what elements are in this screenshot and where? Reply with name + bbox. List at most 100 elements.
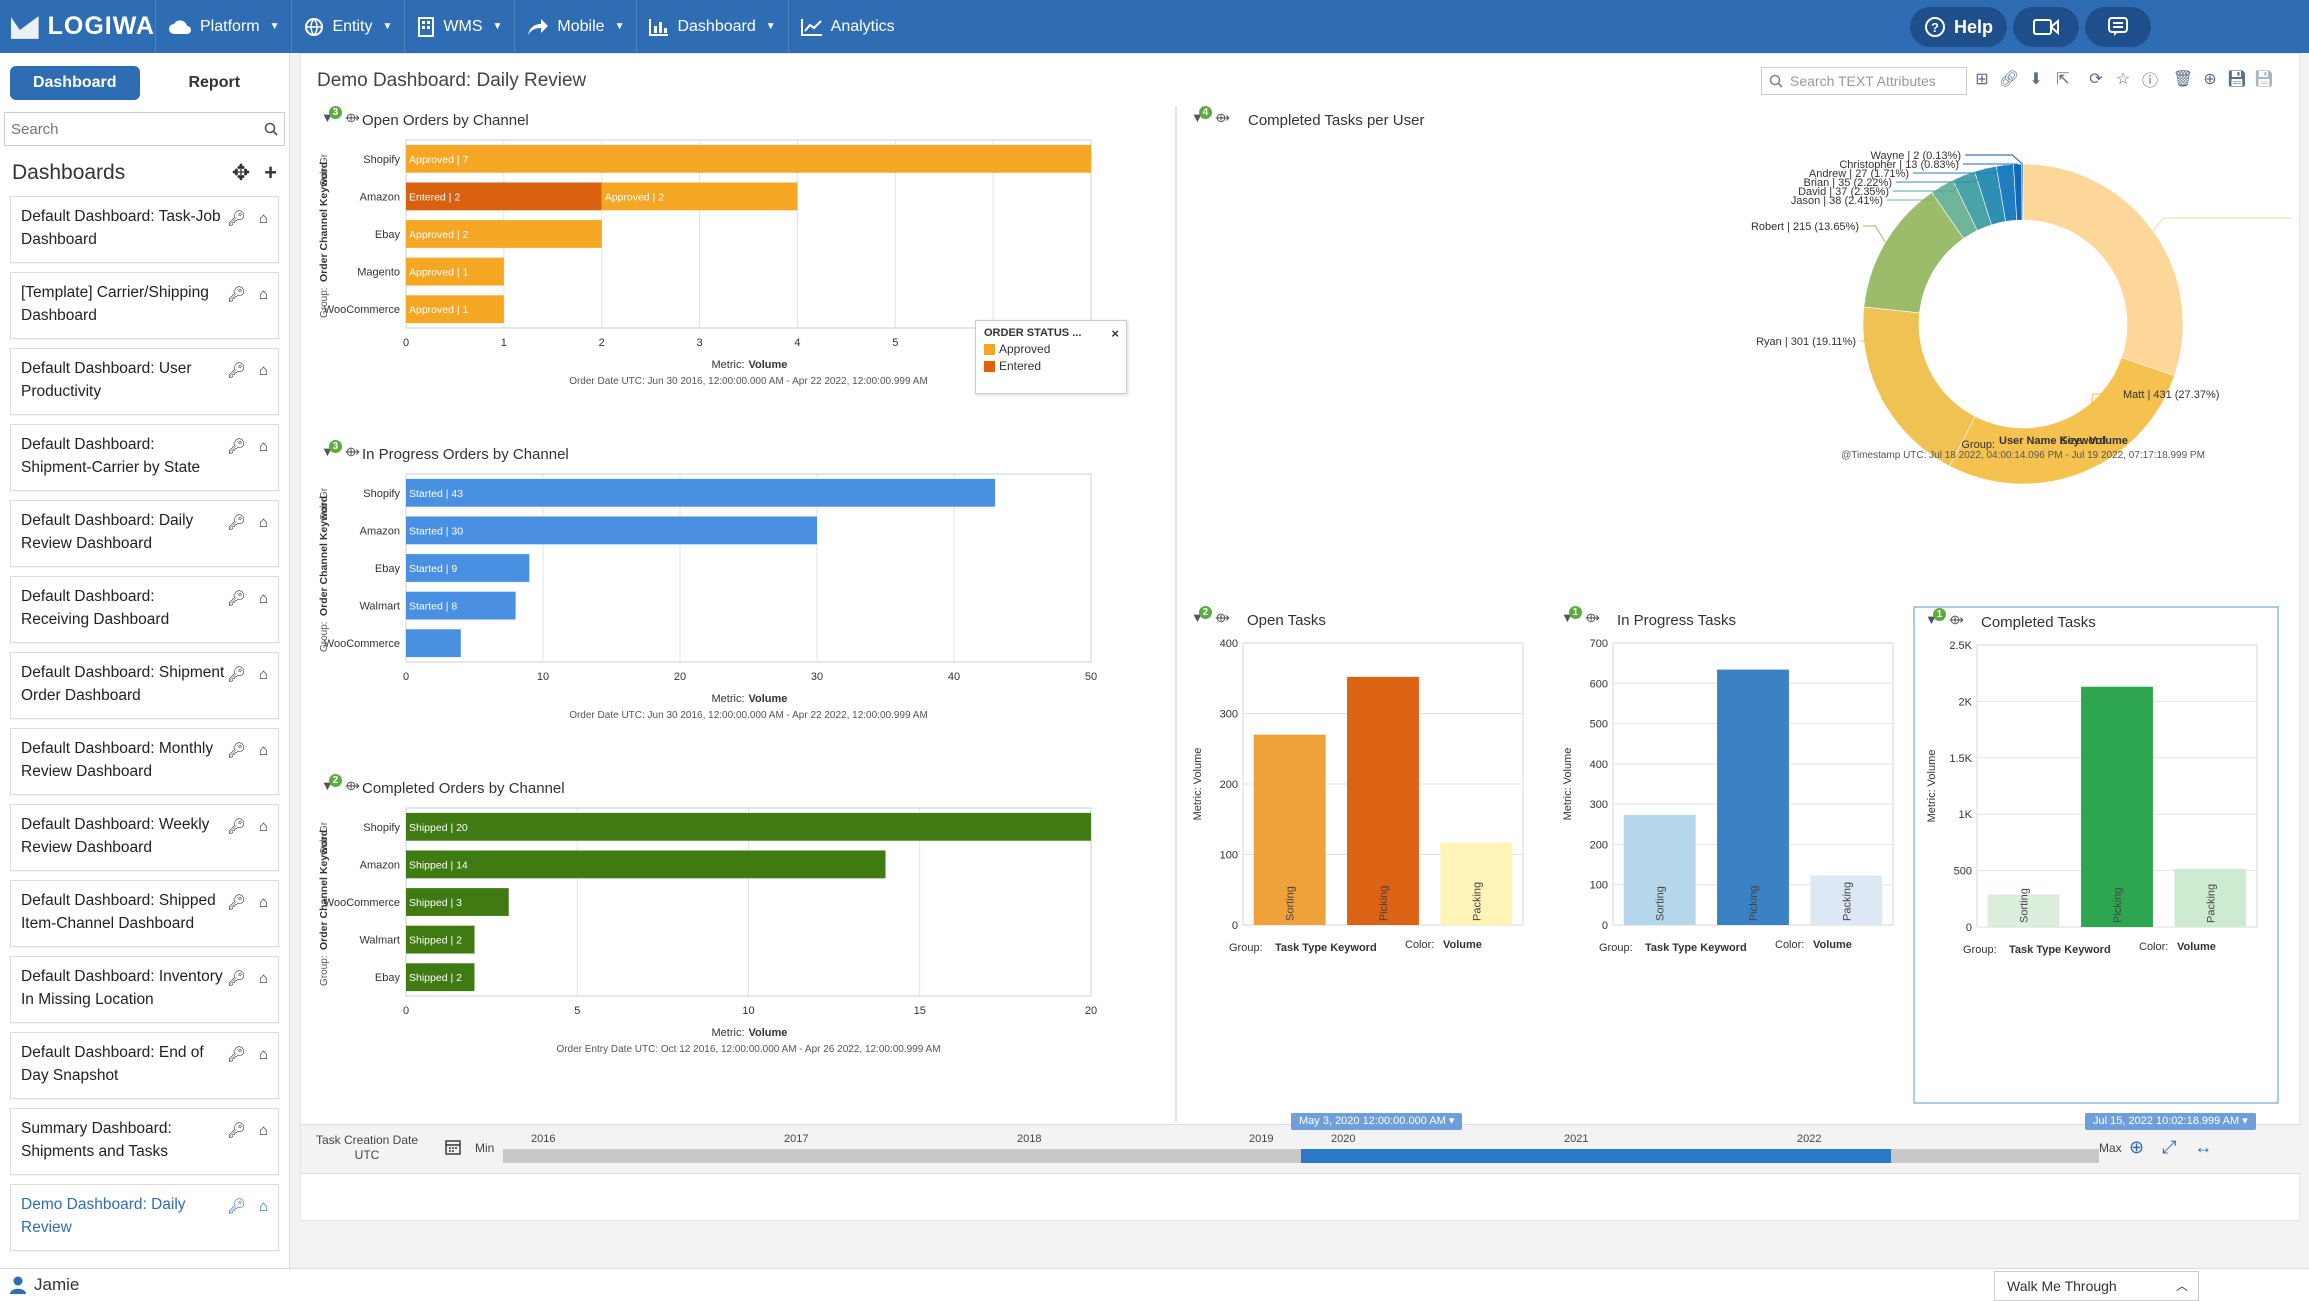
legend-item[interactable]: Entered: [984, 359, 1118, 373]
key-icon[interactable]: 🔑︎: [226, 742, 246, 759]
bar[interactable]: [406, 629, 461, 658]
home-icon[interactable]: ⌂: [258, 818, 268, 835]
expand-icon[interactable]: ⤢: [2162, 1137, 2177, 1157]
home-icon[interactable]: ⌂: [258, 666, 268, 683]
home-icon[interactable]: ⌂: [258, 590, 268, 607]
timeline-selection[interactable]: [1301, 1149, 1891, 1163]
home-icon[interactable]: ⌂: [258, 286, 268, 303]
bar[interactable]: [406, 888, 509, 916]
bar[interactable]: [406, 144, 1091, 173]
bar[interactable]: [1717, 669, 1789, 925]
filter-icon[interactable]: ▼3 ⟴: [321, 440, 360, 459]
bar[interactable]: [601, 182, 798, 211]
settings-icon[interactable]: ⟴: [1214, 110, 1230, 125]
pie-slice[interactable]: [2021, 163, 2024, 221]
horizontal-resize-icon[interactable]: ↔: [2194, 1137, 2213, 1157]
home-icon[interactable]: ⌂: [258, 362, 268, 379]
legend-item[interactable]: Approved: [984, 342, 1118, 356]
dashboard-list-item[interactable]: Default Dashboard: End of Day Snapshot 🔑︎…: [10, 1032, 279, 1099]
nav-wms[interactable]: WMS ▼: [404, 0, 514, 53]
bar[interactable]: [1987, 894, 2060, 927]
bar[interactable]: [406, 516, 817, 545]
help-button[interactable]: ? Help: [1909, 7, 2007, 47]
timeline-min[interactable]: Min: [475, 1141, 495, 1155]
key-icon[interactable]: 🔑︎: [226, 286, 246, 303]
filter-icon[interactable]: ▼2 ⟴: [321, 774, 360, 793]
tab-dashboard[interactable]: Dashboard: [10, 66, 140, 100]
calendar-icon[interactable]: [445, 1139, 461, 1155]
dashboard-list-item[interactable]: Default Dashboard: User Productivity 🔑︎ ⌂: [10, 348, 279, 415]
bar[interactable]: [1253, 734, 1326, 925]
dashboard-list-item[interactable]: Default Dashboard: Weekly Review Dashboa…: [10, 804, 279, 871]
home-icon[interactable]: ⌂: [258, 438, 268, 455]
dashboard-list-item[interactable]: [Template] Carrier/Shipping Dashboard 🔑︎ ⌂: [10, 272, 279, 339]
filter-icon[interactable]: ▼1 ⟴: [1925, 608, 1964, 627]
dashboard-list-item[interactable]: Default Dashboard: Daily Review Dashboar…: [10, 500, 279, 567]
bar[interactable]: [406, 812, 1091, 841]
timeline-start-tag[interactable]: May 3, 2020 12:00:00.000 AM ▾: [1291, 1113, 1463, 1130]
key-icon[interactable]: 🔑︎: [226, 970, 246, 987]
bar[interactable]: [406, 478, 996, 507]
key-icon[interactable]: 🔑︎: [226, 1198, 246, 1215]
tab-report[interactable]: Report: [188, 74, 241, 91]
key-icon[interactable]: 🔑︎: [226, 590, 246, 607]
bar[interactable]: [406, 182, 602, 211]
walk-me-through-button[interactable]: Walk Me Through ︿: [1994, 1271, 2199, 1301]
bar[interactable]: [1440, 842, 1513, 925]
key-icon[interactable]: 🔑︎: [226, 210, 246, 227]
legend-close-icon[interactable]: ×: [1111, 326, 1119, 341]
pie-slice[interactable]: [2022, 163, 2184, 376]
bar[interactable]: [406, 295, 504, 324]
time-range-slider[interactable]: Task Creation Date UTC Min 2016 2017 2018 2…: [301, 1113, 2301, 1174]
star-icon[interactable]: ☆: [2115, 71, 2131, 88]
key-icon[interactable]: 🔑︎: [226, 438, 246, 455]
video-button[interactable]: [2013, 7, 2079, 47]
dashboard-list-item[interactable]: Default Dashboard: Task-Job Dashboard 🔑︎ ⌂: [10, 196, 279, 263]
home-icon[interactable]: ⌂: [258, 1122, 268, 1139]
home-icon[interactable]: ⌂: [258, 514, 268, 531]
settings-icon[interactable]: ⟴: [1948, 612, 1964, 627]
settings-icon[interactable]: ⟴: [1584, 610, 1600, 625]
chat-button[interactable]: [2085, 7, 2151, 47]
key-icon[interactable]: 🔑︎: [226, 1122, 246, 1139]
settings-icon[interactable]: ⟴: [1214, 610, 1230, 625]
refresh-icon[interactable]: ⟳: [2089, 71, 2103, 88]
add-icon[interactable]: +: [264, 160, 277, 185]
filter-icon[interactable]: ▼1 ⟴: [1561, 606, 1600, 625]
sidebar-search-input[interactable]: [5, 113, 284, 145]
bar[interactable]: [406, 963, 475, 992]
filter-icon[interactable]: ▼2 ⟴: [1191, 606, 1230, 625]
dashboard-list-item[interactable]: Demo Dashboard: Daily Review 🔑︎ ⌂: [10, 1184, 279, 1251]
dashboard-list-item[interactable]: Default Dashboard: Shipment-Carrier by S…: [10, 424, 279, 491]
key-icon[interactable]: 🔑︎: [226, 894, 246, 911]
bar[interactable]: [406, 220, 602, 248]
key-icon[interactable]: 🔑︎: [226, 362, 246, 379]
user-name[interactable]: Jamie: [34, 1275, 80, 1294]
download-icon[interactable]: ⬇: [2029, 71, 2043, 88]
home-icon[interactable]: ⌂: [258, 1198, 268, 1215]
timeline-end-tag[interactable]: Jul 15, 2022 10:02:18.999 AM ▾: [2085, 1113, 2256, 1130]
bar[interactable]: [1623, 815, 1696, 925]
external-link-icon[interactable]: ⇱: [2056, 71, 2070, 88]
home-icon[interactable]: ⌂: [258, 970, 268, 987]
dashboard-list-item[interactable]: Summary Dashboard: Shipments and Tasks 🔑︎…: [10, 1108, 279, 1175]
home-icon[interactable]: ⌂: [258, 210, 268, 227]
settings-icon[interactable]: ⟴: [344, 778, 360, 793]
save-as-icon[interactable]: 💾︎: [2226, 71, 2248, 88]
search-icon[interactable]: [264, 122, 278, 136]
delete-icon[interactable]: 🗑︎: [2172, 71, 2194, 88]
nav-mobile[interactable]: Mobile ▼: [514, 0, 636, 53]
attribute-search-input[interactable]: Search TEXT Attributes: [1761, 67, 1967, 95]
key-icon[interactable]: 🔑︎: [226, 514, 246, 531]
nav-platform[interactable]: Platform ▼: [155, 0, 291, 53]
settings-icon[interactable]: ⟴: [344, 444, 360, 459]
move-icon[interactable]: ✥: [231, 160, 251, 185]
bar[interactable]: [1347, 676, 1419, 925]
bar[interactable]: [406, 850, 886, 879]
pie-slice[interactable]: [1949, 357, 2175, 485]
key-icon[interactable]: 🔑︎: [226, 1046, 246, 1063]
home-icon[interactable]: ⌂: [258, 894, 268, 911]
key-icon[interactable]: 🔑︎: [226, 818, 246, 835]
dashboard-list-item[interactable]: Default Dashboard: Receiving Dashboard 🔑︎…: [10, 576, 279, 643]
nav-dashboard[interactable]: Dashboard ▼: [636, 0, 787, 53]
